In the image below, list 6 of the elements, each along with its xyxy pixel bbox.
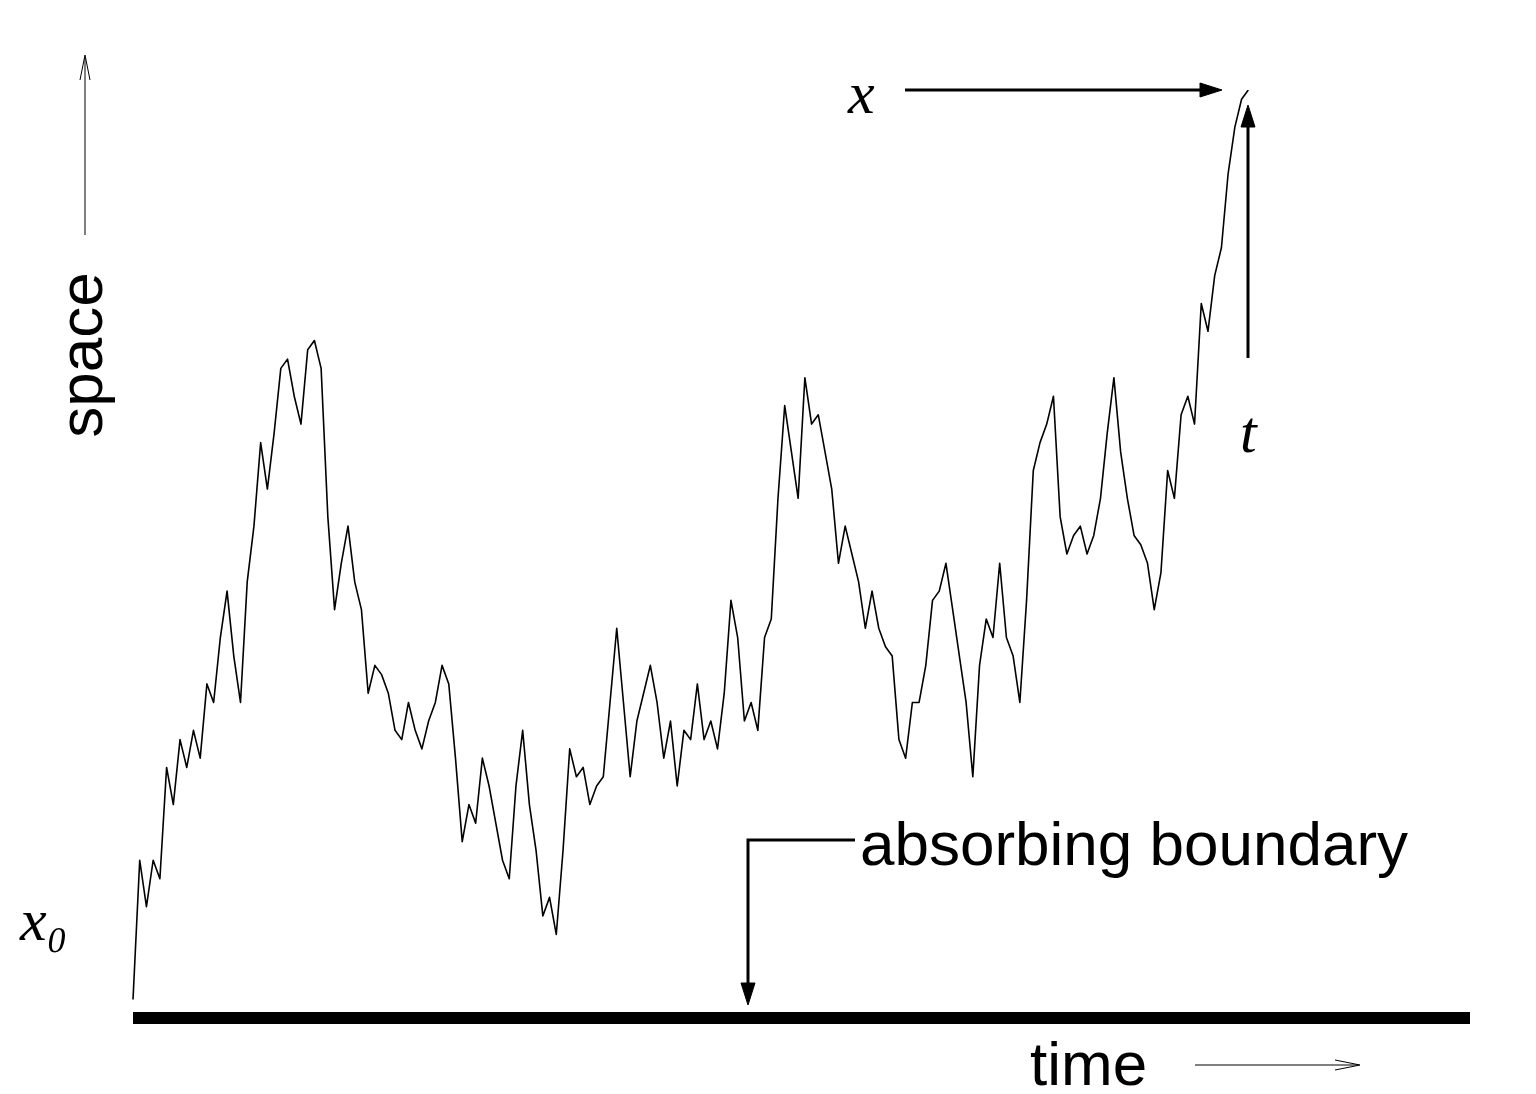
y-axis-title: space (46, 272, 115, 438)
text: x₀ (19, 887, 68, 953)
annotation: x (847, 60, 875, 126)
ref-line-label: absorbing boundary (860, 809, 1409, 878)
x-axis-title: time (1030, 1029, 1148, 1094)
annotation: t (1240, 399, 1258, 465)
